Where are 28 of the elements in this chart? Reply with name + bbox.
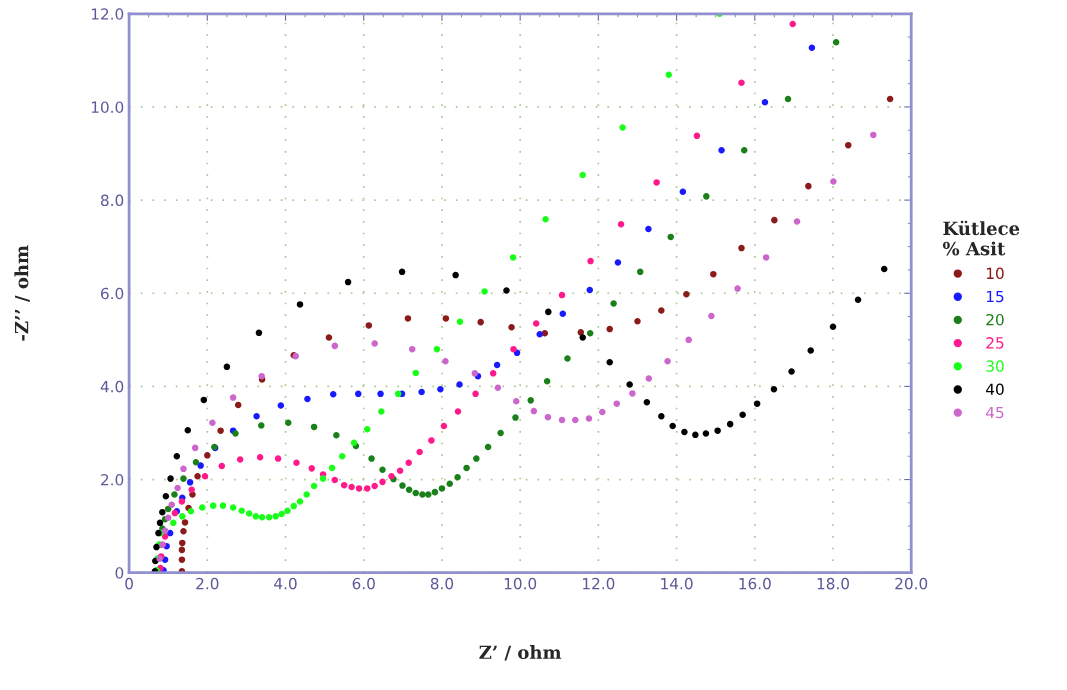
x-tick-label: 2.0 [196,577,219,590]
legend-label: 30 [986,360,1004,372]
x-tick-label: 10.0 [504,577,537,590]
legend-label: 40 [986,383,1004,396]
legend-label: 45 [986,406,1004,419]
y-axis-title: -Z’’ / ohm [14,245,30,341]
x-tick-label: 0 [125,577,133,590]
x-axis-title: Z’ / ohm [479,645,562,661]
x-tick-label: 6.0 [352,577,375,590]
y-tick-label: 6.0 [101,287,124,300]
y-tick-label: 4.0 [100,380,124,393]
y-tick-label: 0 [115,567,124,579]
y-tick-label: 2.0 [101,474,124,486]
legend-label: 10 [986,267,1004,280]
x-tick-label: 18.0 [817,577,849,590]
x-tick-label: 20.0 [895,577,928,590]
y-tick-label: 10.0 [91,101,124,113]
x-tick-label: 14.0 [661,577,693,590]
y-tick-label: 12.0 [91,8,124,20]
x-tick-label: 12.0 [583,577,615,590]
x-tick-label: 8.0 [430,577,454,590]
legend-label: 20 [986,313,1004,326]
legend-title: Kütlece % Asit [942,220,1020,256]
x-tick-label: 4.0 [274,577,297,590]
legend-label: 15 [986,290,1004,303]
y-tick-label: 8.0 [100,194,124,207]
x-tick-label: 16.0 [739,577,771,590]
legend-label: 25 [986,337,1004,349]
